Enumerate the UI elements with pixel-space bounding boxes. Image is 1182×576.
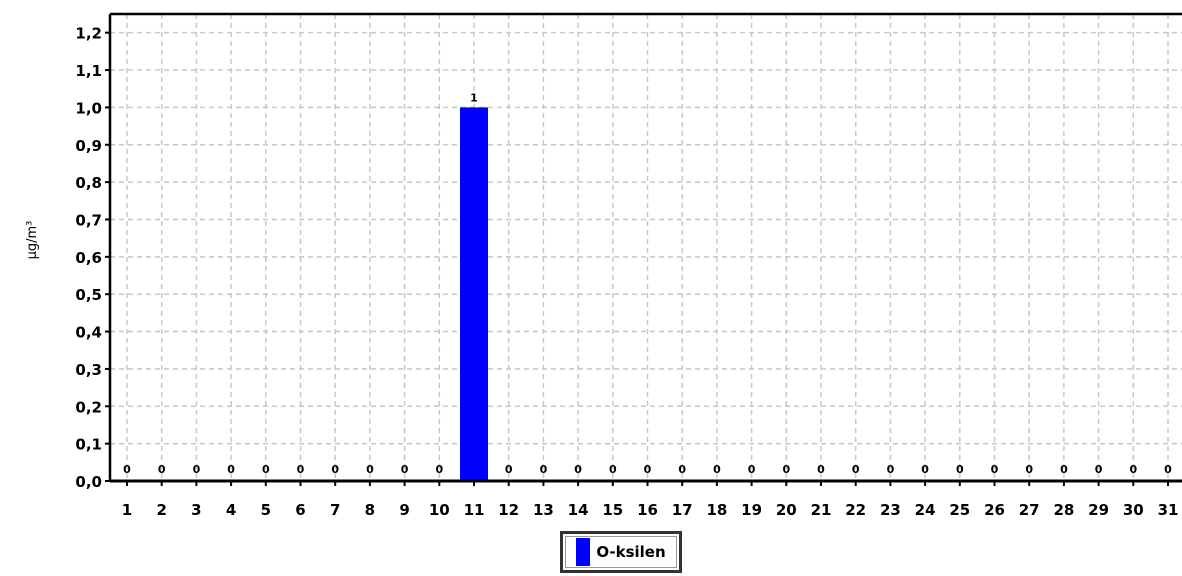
data-label: 0 <box>956 463 964 476</box>
y-tick-label: 0,2 <box>75 398 102 416</box>
x-tick-label: 25 <box>949 501 970 519</box>
data-label: 0 <box>227 463 235 476</box>
x-tick-label: 15 <box>602 501 623 519</box>
x-tick-label: 22 <box>845 501 866 519</box>
x-tick-label: 18 <box>706 501 727 519</box>
x-tick-label: 19 <box>741 501 762 519</box>
data-label: 0 <box>1060 463 1068 476</box>
x-tick-label: 24 <box>915 501 936 519</box>
x-tick-label: 20 <box>776 501 797 519</box>
y-tick-labels: 0,0 0,1 0,2 0,3 0,4 0,5 0,6 0,7 0,8 0,9 1,0 1,1 1,2 <box>75 25 102 491</box>
y-tick-label: 0,9 <box>75 137 102 155</box>
legend: O-ksilen <box>560 531 682 573</box>
x-tick-label: 31 <box>1158 501 1179 519</box>
data-label: 1 <box>470 91 478 104</box>
y-tick-label: 0,8 <box>75 174 102 192</box>
x-tick-label: 17 <box>672 501 693 519</box>
x-tick-label: 2 <box>156 501 166 519</box>
data-label: 0 <box>921 463 929 476</box>
bars <box>460 107 488 482</box>
x-tick-label: 8 <box>365 501 375 519</box>
x-tick-label: 27 <box>1019 501 1040 519</box>
y-tick-label: 0,7 <box>75 211 102 229</box>
x-tick-label: 7 <box>330 501 340 519</box>
data-label: 0 <box>817 463 825 476</box>
axes <box>105 12 1182 486</box>
x-tick-label: 12 <box>498 501 519 519</box>
x-tick-label: 29 <box>1088 501 1109 519</box>
bar <box>460 107 488 482</box>
data-label: 0 <box>297 463 305 476</box>
x-tick-label: 5 <box>261 501 271 519</box>
data-label: 0 <box>435 463 443 476</box>
x-tick-label: 13 <box>533 501 554 519</box>
x-tick-label: 14 <box>568 501 589 519</box>
x-tick-label: 30 <box>1123 501 1144 519</box>
legend-swatch <box>576 538 591 566</box>
data-label: 0 <box>991 463 999 476</box>
x-tick-label: 6 <box>295 501 305 519</box>
x-tick-label: 3 <box>191 501 201 519</box>
data-label: 0 <box>644 463 652 476</box>
data-label: 0 <box>609 463 617 476</box>
data-label: 0 <box>193 463 201 476</box>
data-label: 0 <box>366 463 374 476</box>
data-label: 0 <box>540 463 548 476</box>
y-tick-label: 0,3 <box>75 361 102 379</box>
y-axis-label: µg/m³ <box>25 221 40 260</box>
x-tick-labels: 1 2 3 4 5 6 7 8 9 10 11 12 13 14 15 16 17 18 19 20 21 22 23 24 2… <box>122 501 1179 519</box>
data-label: 0 <box>1095 463 1103 476</box>
data-label: 0 <box>505 463 513 476</box>
data-label: 0 <box>331 463 339 476</box>
x-tick-label: 9 <box>399 501 409 519</box>
data-label: 0 <box>713 463 721 476</box>
data-label: 0 <box>401 463 409 476</box>
data-label: 0 <box>887 463 895 476</box>
data-label: 0 <box>1164 463 1172 476</box>
data-label: 0 <box>782 463 790 476</box>
y-tick-label: 1,1 <box>75 62 102 80</box>
data-label: 0 <box>1025 463 1033 476</box>
x-tick-label: 10 <box>429 501 450 519</box>
data-label: 0 <box>574 463 582 476</box>
y-tick-label: 1,0 <box>75 99 102 117</box>
data-label: 0 <box>678 463 686 476</box>
y-tick-label: 0,5 <box>75 286 102 304</box>
data-labels: 0 0 0 0 0 0 0 0 0 0 1 0 0 0 0 0 0 0 0 0 0 0 0 0 0 0 0 0 0 0 0 <box>123 91 1172 476</box>
grid-lines <box>110 14 1182 481</box>
x-tick-label: 28 <box>1053 501 1074 519</box>
data-label: 0 <box>262 463 270 476</box>
y-tick-label: 0,0 <box>75 473 102 491</box>
y-tick-label: 1,2 <box>75 25 102 43</box>
x-tick-label: 16 <box>637 501 658 519</box>
x-tick-label: 21 <box>811 501 832 519</box>
data-label: 0 <box>123 463 131 476</box>
data-label: 0 <box>158 463 166 476</box>
x-tick-label: 1 <box>122 501 132 519</box>
x-tick-label: 11 <box>464 501 485 519</box>
x-tick-label: 4 <box>226 501 236 519</box>
y-tick-label: 0,1 <box>75 436 102 454</box>
y-tick-label: 0,6 <box>75 249 102 267</box>
data-label: 0 <box>1129 463 1137 476</box>
data-label: 0 <box>852 463 860 476</box>
data-label: 0 <box>748 463 756 476</box>
x-tick-label: 26 <box>984 501 1005 519</box>
x-tick-label: 23 <box>880 501 901 519</box>
legend-label: O-ksilen <box>596 543 666 561</box>
y-tick-label: 0,4 <box>75 324 102 342</box>
